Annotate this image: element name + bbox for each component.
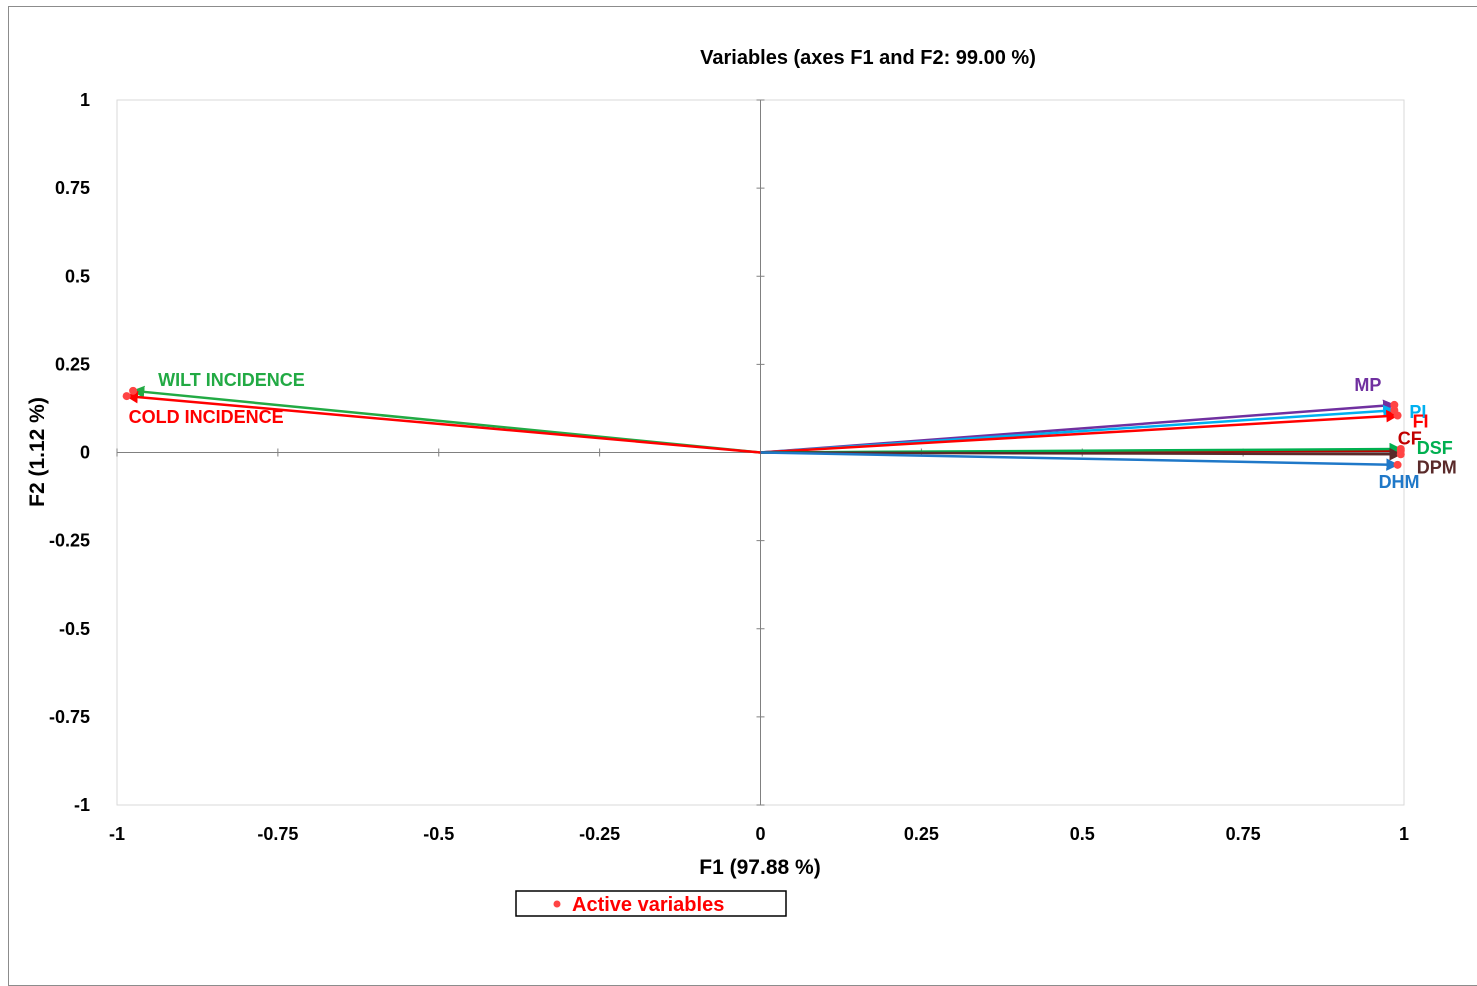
chart-title: Variables (axes F1 and F2: 99.00 %) <box>700 47 1036 69</box>
variable-vectors <box>125 385 1403 471</box>
point-cold-incidence <box>122 392 131 401</box>
point-wilt-incidence <box>129 386 138 395</box>
x-tick-label: -0.5 <box>423 824 454 844</box>
y-tick-label: 0.25 <box>55 354 90 374</box>
y-tick-label: 0.75 <box>55 178 90 198</box>
y-tick-label: 1 <box>80 90 90 110</box>
point-dpm <box>1396 450 1405 459</box>
x-tick-label: -1 <box>109 824 125 844</box>
x-tick-label: 0.25 <box>904 824 939 844</box>
label-cf: CF <box>1398 429 1422 449</box>
variable-points <box>122 386 1405 469</box>
legend-marker <box>553 900 561 908</box>
point-dhm <box>1393 460 1402 469</box>
y-tick-label: -1 <box>74 795 90 815</box>
label-wilt-incidence: WILT INCIDENCE <box>158 370 305 390</box>
x-tick-label: -0.25 <box>579 824 620 844</box>
vector-fi <box>760 409 1399 454</box>
legend-label: Active variables <box>572 894 724 916</box>
y-tick-label: -0.25 <box>49 531 90 551</box>
label-pi: PI <box>1409 402 1426 422</box>
x-tick-label: -0.75 <box>257 824 298 844</box>
y-tick-label: 0.5 <box>65 266 90 286</box>
label-dhm: DHM <box>1379 472 1420 492</box>
legend-box <box>515 890 787 917</box>
vector-dpm <box>760 447 1403 461</box>
x-tick-label: 0.5 <box>1070 824 1095 844</box>
y-tick-label: 0 <box>80 443 90 463</box>
legend: Active variables <box>515 890 787 917</box>
y-tick-label: -0.5 <box>59 619 90 639</box>
label-mp: MP <box>1354 375 1381 395</box>
vector-dhm <box>760 451 1399 471</box>
y-axis-label: F2 (1.12 %) <box>26 397 49 507</box>
point-fi <box>1393 411 1402 420</box>
y-tick-label: -0.75 <box>49 707 90 727</box>
x-tick-label: 0 <box>755 824 765 844</box>
x-axis-label: F1 (97.88 %) <box>699 856 820 879</box>
label-cold-incidence: COLD INCIDENCE <box>129 407 284 427</box>
y-tick-labels: 1 0.75 0.5 0.25 0 -0.25 -0.5 -0.75 -1 <box>49 90 90 815</box>
vector-cold-incidence <box>125 390 761 454</box>
x-tick-label: 1 <box>1399 824 1409 844</box>
x-tick-label: 0.75 <box>1226 824 1261 844</box>
label-dpm: DPM <box>1417 457 1457 477</box>
label-dsf: DSF <box>1417 438 1453 458</box>
label-fi: FI <box>1413 411 1429 431</box>
x-tick-labels: -1 -0.75 -0.5 -0.25 0 0.25 0.5 0.75 1 <box>109 824 1409 844</box>
